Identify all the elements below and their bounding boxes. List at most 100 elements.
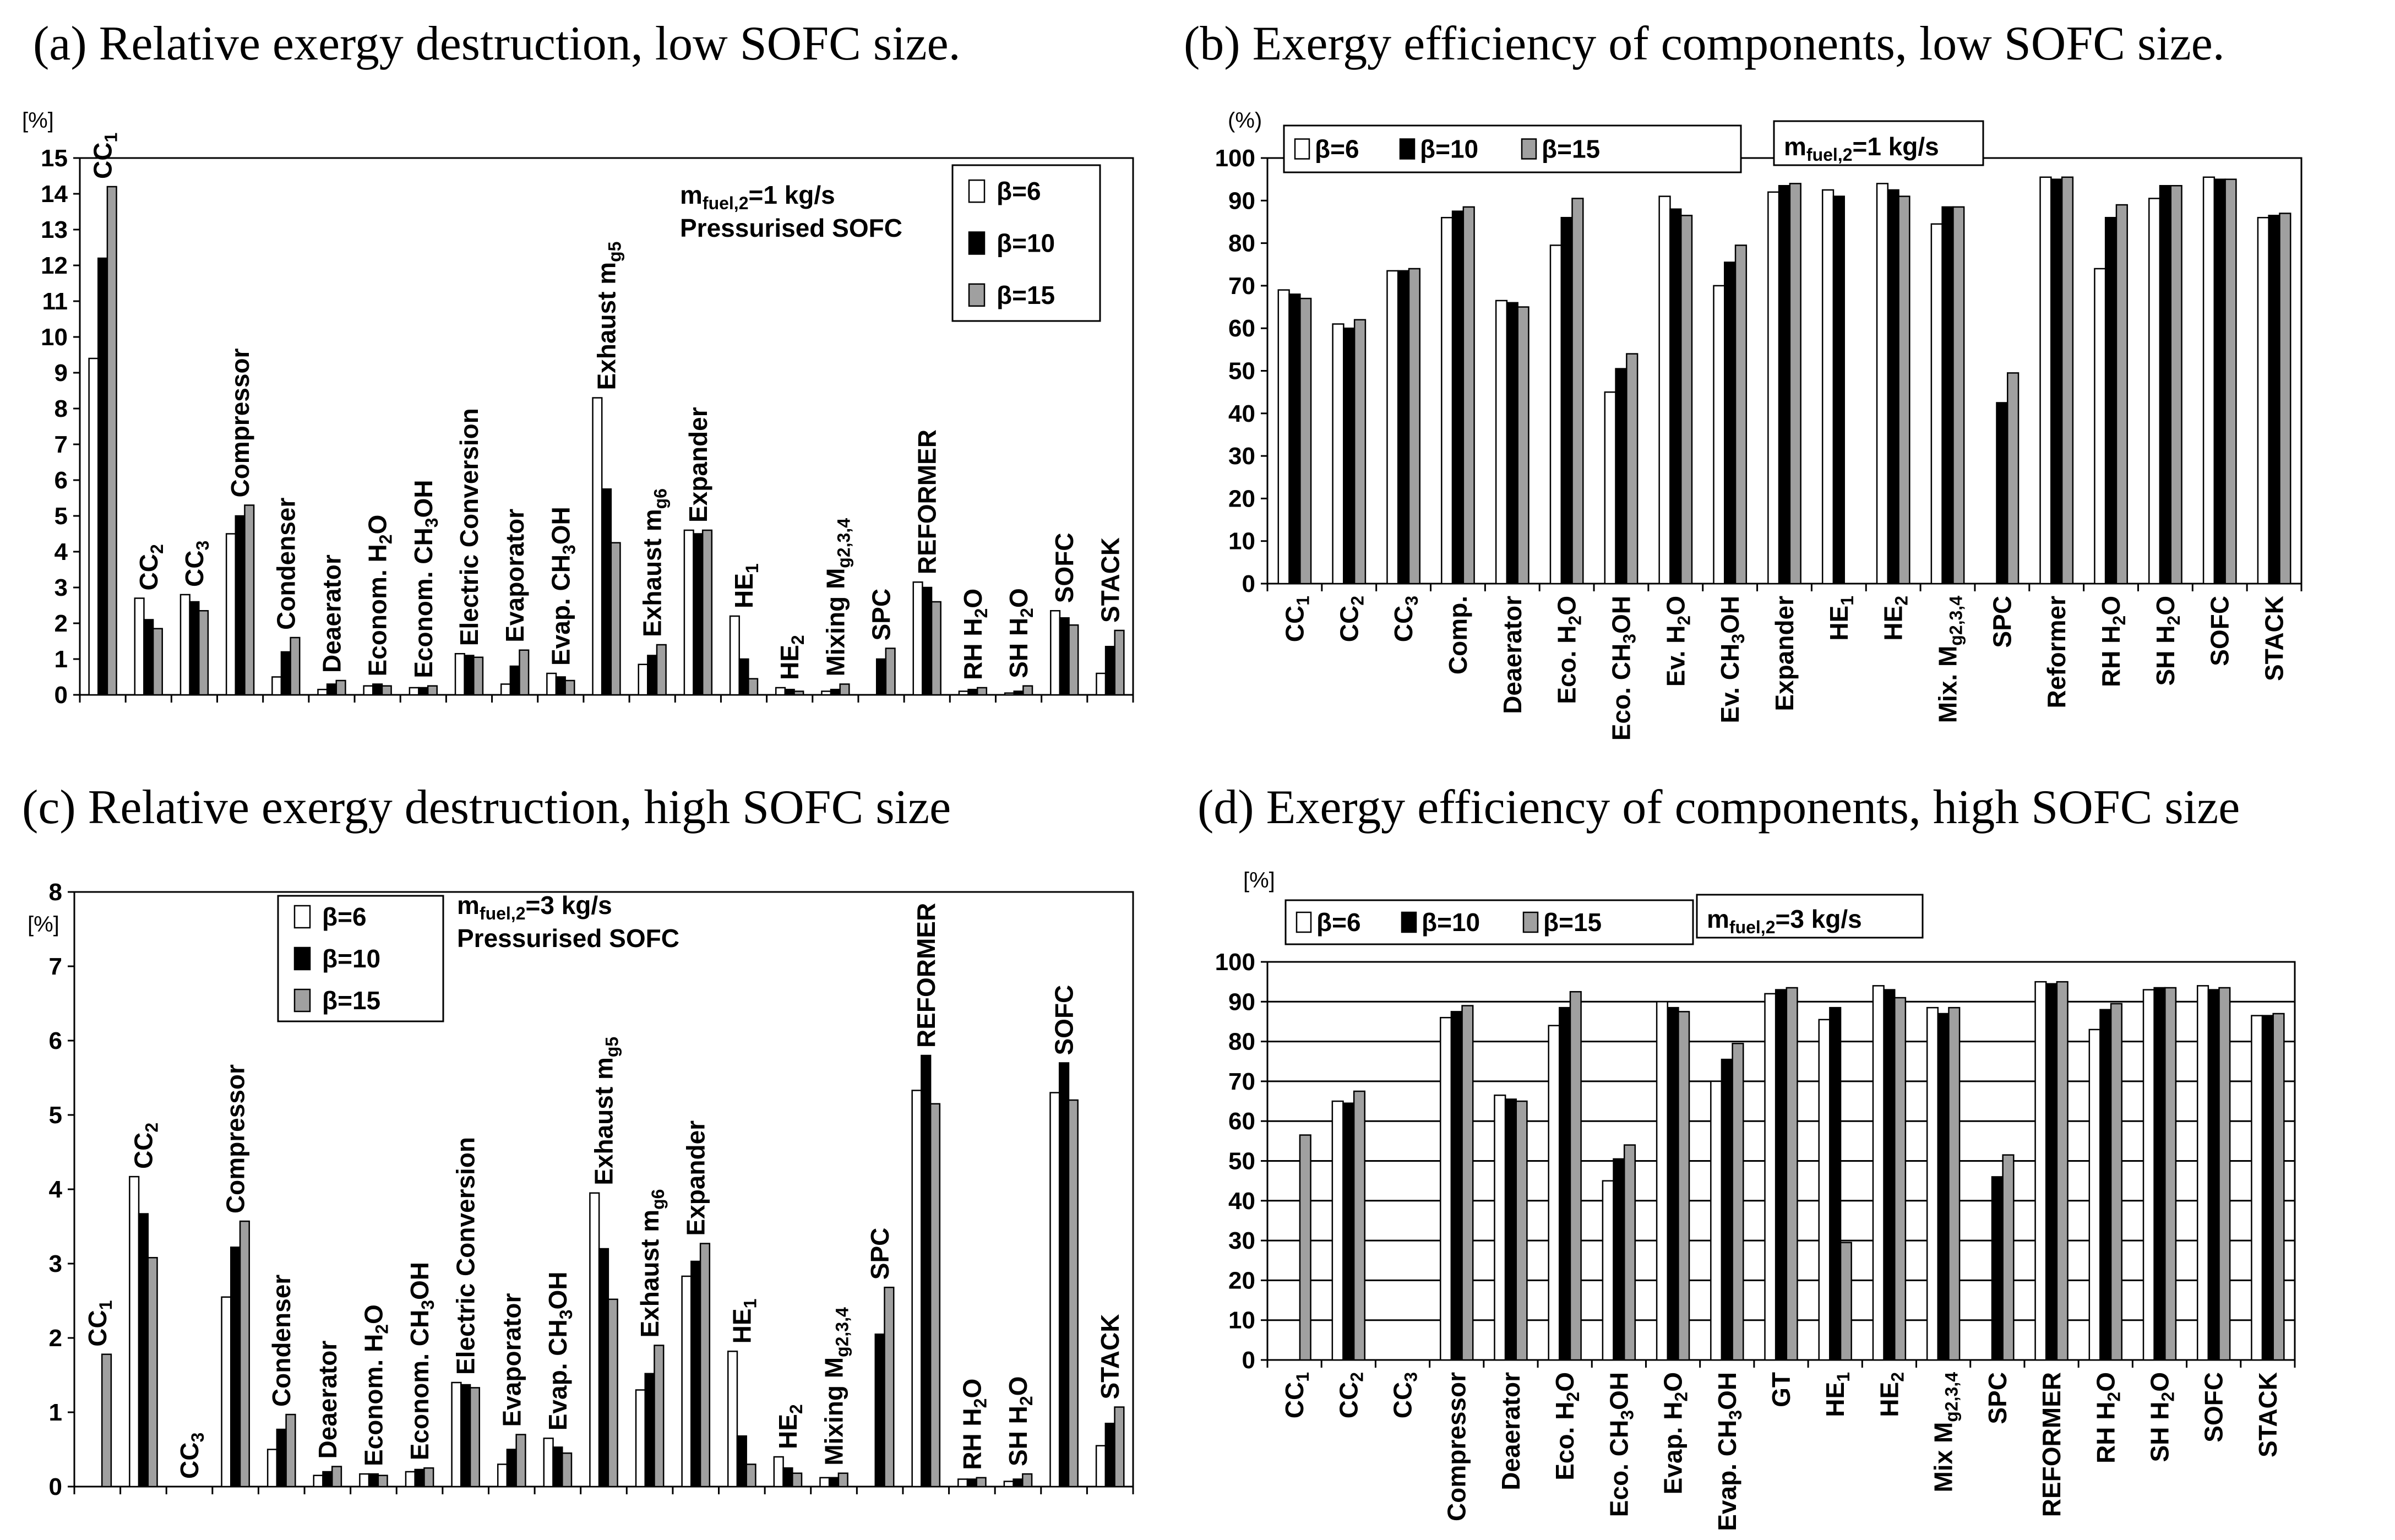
bar-d-18-beta15 [2272,1013,2285,1361]
bar-c-9-beta6 [497,1463,508,1488]
category-label: CC1 [89,133,121,179]
bar-d-16-beta6 [2142,989,2155,1361]
legend-label: β=10 [1420,135,1478,164]
bar-b-4-beta15 [1517,306,1529,585]
bar-c-1-beta15 [147,1256,158,1488]
category-label: CC3 [1389,596,1422,642]
category-label: STACK [1096,537,1124,623]
legend-swatch [1399,138,1416,160]
legend-swatch [968,231,986,255]
legend-label: β=6 [997,177,1041,205]
chart-b: (b) Exergy efficiency of components, low… [1184,17,2303,741]
bar-c-12-beta15 [654,1345,665,1488]
bar-d-6-beta6 [1602,1180,1614,1361]
bar-d-9-beta6 [1764,993,1777,1361]
category-label: Exhaust mg6 [638,488,671,637]
bar-b-10-beta10 [1832,195,1845,585]
y-tick-label: 50 [1228,358,1255,385]
bar-c-3-beta15 [239,1220,250,1488]
bar-d-10-beta6 [1818,1019,1831,1361]
bar-b-5-beta15 [1571,198,1584,585]
category-label: SPC [867,589,896,641]
category-label: Mixing Mg2,3,4 [820,1307,852,1466]
y-tick-label: 10 [1228,1307,1255,1334]
bar-c-16-beta6 [819,1477,830,1488]
legend-label: β=10 [1422,908,1480,937]
bar-c-0-beta15 [101,1353,112,1488]
bar-c-7-beta6 [405,1471,416,1488]
legend-label: β=6 [322,902,367,931]
bar-a-12-beta15 [656,644,667,696]
bar-b-1-beta15 [1353,319,1367,585]
y-tick-label: 2 [49,1325,62,1352]
bar-d-3-beta15 [1461,1005,1474,1361]
legend-label: β=6 [1316,908,1361,937]
category-label: HE2 [1879,596,1912,641]
y-tick-label: 1 [49,1399,62,1426]
y-tick-label: 12 [41,252,68,279]
bar-c-16-beta15 [837,1472,848,1488]
bar-d-7-beta10 [1667,1006,1679,1361]
bar-b-6-beta6 [1604,391,1616,585]
legend-swatch [1296,911,1312,933]
category-label: Condenser [267,1275,296,1407]
y-axis-unit: (%) [1228,108,1262,133]
bar-c-7-beta10 [414,1468,425,1488]
bar-c-20-beta10 [1013,1478,1024,1488]
bar-b-5-beta10 [1560,216,1573,585]
bar-c-4-beta6 [266,1449,278,1488]
bar-c-4-beta10 [276,1428,287,1488]
annotation-text: mfuel,2=3 kg/s [1707,905,1862,937]
legend-label: β=6 [1315,135,1359,164]
category-label: STACK [2254,1372,2282,1457]
bar-a-17-beta10 [875,658,887,696]
chart-title: (b) Exergy efficiency of components, low… [1184,17,2225,70]
bar-a-10-beta15 [564,679,575,696]
bar-b-11-beta10 [1887,189,1899,585]
bar-c-6-beta10 [368,1473,379,1488]
category-label: SH H2O [2145,1372,2178,1462]
legend-swatch [293,905,311,929]
bar-c-20-beta6 [1003,1481,1014,1488]
bar-d-14-beta15 [2056,981,2069,1361]
bar-a-21-beta15 [1068,624,1079,696]
category-label: REFORMER [913,429,941,574]
y-tick-label: 100 [1215,145,1255,172]
bar-b-14-beta10 [2050,178,2063,585]
category-label: CC3 [175,1433,208,1479]
bar-a-15-beta15 [793,690,804,696]
category-label: Exhaust mg6 [635,1189,668,1338]
bar-d-10-beta15 [1839,1242,1852,1361]
category-label: Evaporator [500,509,529,643]
bar-c-18-beta15 [929,1103,941,1488]
legend-label: β=15 [322,986,380,1015]
category-label: Compressor [1443,1372,1471,1521]
bar-b-16-beta10 [2159,184,2172,585]
y-tick-label: 10 [1228,528,1255,555]
y-tick-label: 9 [55,360,68,387]
bar-b-17-beta10 [2213,178,2226,585]
bar-b-0-beta10 [1288,293,1301,585]
bar-b-12-beta15 [1952,206,1965,585]
y-tick-label: 80 [1228,1029,1255,1055]
bar-d-0-beta15 [1299,1134,1311,1361]
bar-a-16-beta6 [821,690,832,696]
bar-b-8-beta15 [1734,244,1748,585]
bar-d-11-beta10 [1883,989,1896,1361]
category-label: Evaporator [497,1293,526,1427]
bar-d-8-beta6 [1710,1080,1723,1361]
bar-c-17-beta15 [884,1286,895,1488]
category-label: Ev. H2O [1661,596,1694,687]
y-tick-label: 6 [49,1027,62,1054]
y-axis-unit: [%] [22,108,54,133]
bar-c-5-beta10 [322,1471,333,1488]
bar-c-12-beta6 [635,1389,646,1488]
bar-a-15-beta10 [784,689,795,696]
chart-title: (c) Relative exergy destruction, high SO… [22,781,951,834]
bar-d-4-beta6 [1494,1094,1506,1361]
legend-label: β=15 [997,281,1055,309]
bar-a-19-beta15 [976,687,988,696]
bar-d-18-beta6 [2251,1015,2263,1361]
bar-a-5-beta10 [326,683,338,696]
legend-label: β=15 [1543,908,1602,937]
